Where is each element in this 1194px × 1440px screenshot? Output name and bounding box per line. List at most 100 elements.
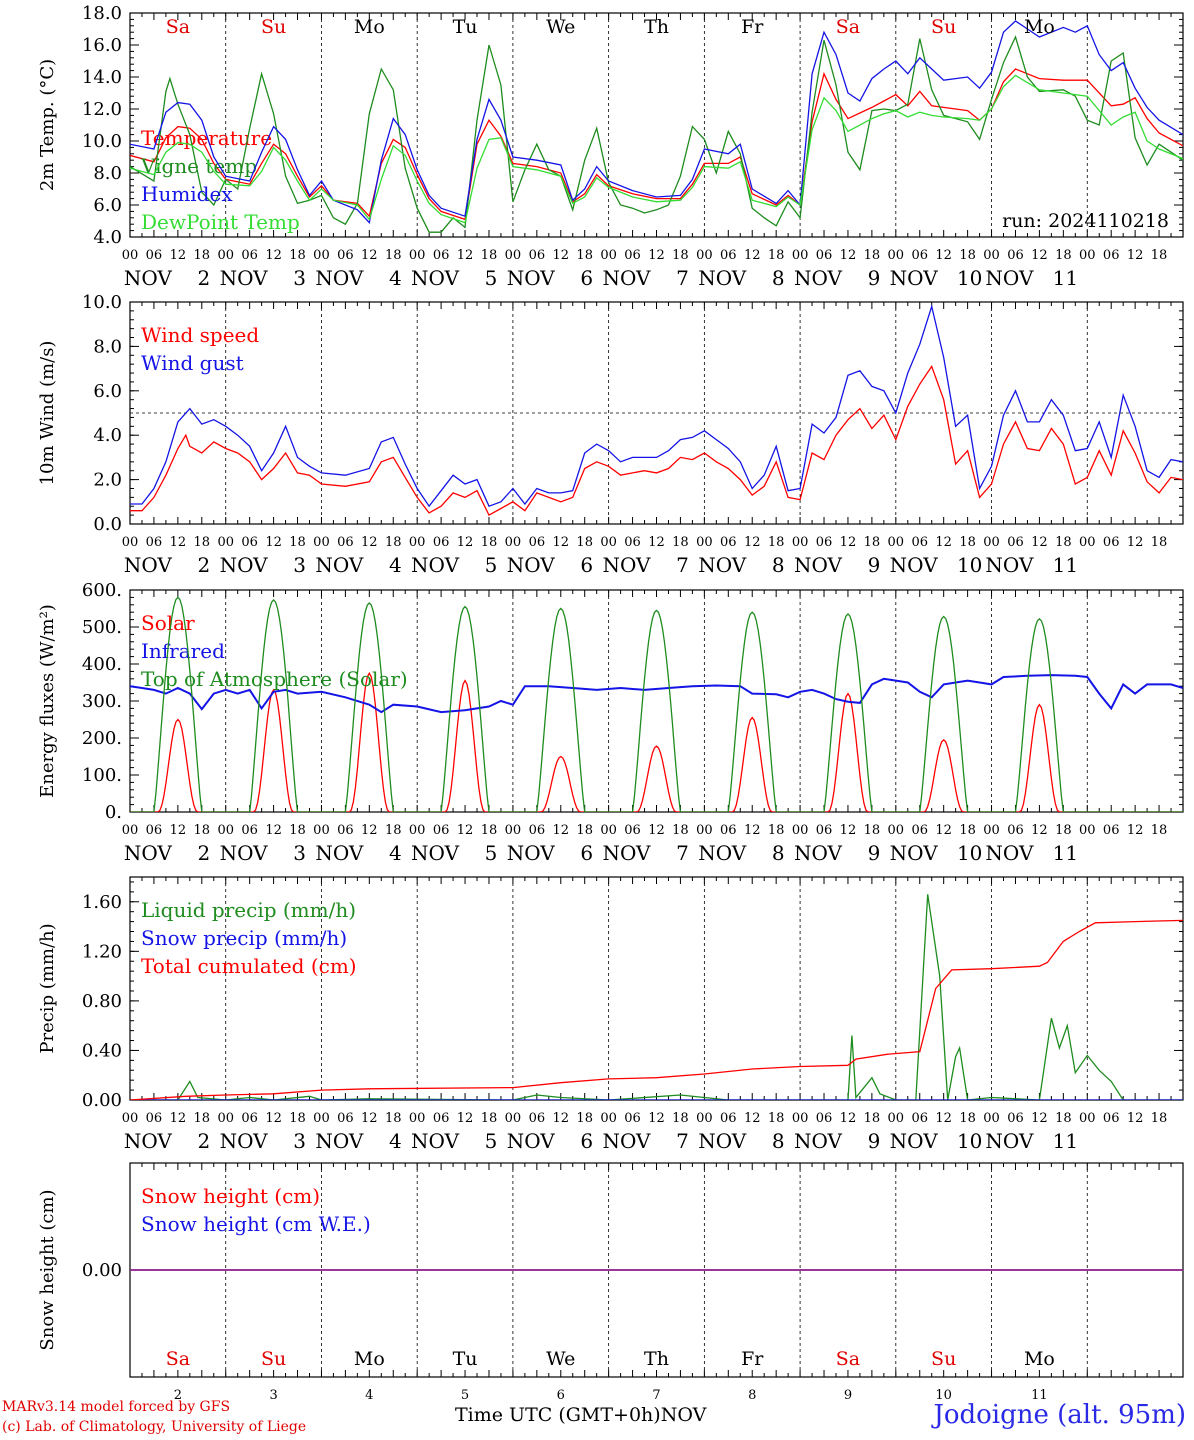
weekday-label-bottom: Mo [1024,1348,1055,1370]
day-date-label: 9 [868,266,881,290]
hour-label: 12 [744,535,761,550]
day-date-label: 5 [485,841,498,865]
day-date-label: 6 [580,841,593,865]
hour-label: 18 [481,823,498,838]
day-month-label: NOV [315,553,364,577]
series-line-top-of-atmosphere-solar [130,596,1183,812]
legend-liquid-precip-mm-h: Liquid precip (mm/h) [141,898,356,922]
hour-label: 12 [1127,535,1144,550]
hour-label: 18 [194,823,211,838]
day-date-label: 9 [868,553,881,577]
hour-label: 06 [433,248,450,263]
hour-label: 12 [935,248,952,263]
weekday-label-top: Tu [453,16,478,38]
day-month-label: NOV [315,1129,364,1153]
day-date-label: 4 [389,266,402,290]
hour-label: 12 [840,1111,857,1126]
weekday-label-top: Th [644,16,669,38]
hour-label: 18 [959,248,976,263]
day-number-label: 2 [174,1388,182,1403]
hour-label: 00 [1079,248,1096,263]
day-month-label: NOV [890,553,939,577]
hour-label: 00 [888,535,905,550]
hour-label: 06 [241,535,258,550]
day-month-label: NOV [794,266,843,290]
hour-label: 06 [1007,823,1024,838]
time-axis-month: NOV [660,1404,707,1426]
hour-label: 18 [481,535,498,550]
day-month-label: NOV [985,553,1034,577]
hour-label: 00 [217,823,234,838]
day-date-label: 6 [580,266,593,290]
hour-label: 06 [337,1111,354,1126]
hour-label: 12 [935,823,952,838]
day-date-label: 7 [676,266,689,290]
day-month-label: NOV [220,1129,269,1153]
hour-label: 12 [170,535,187,550]
legend-dewpoint-temp: DewPoint Temp [141,210,300,234]
hour-label: 00 [600,1111,617,1126]
hour-label: 12 [170,248,187,263]
hour-label: 18 [194,535,211,550]
hour-label: 18 [1151,823,1168,838]
hour-label: 00 [888,248,905,263]
hour-label: 12 [265,1111,282,1126]
day-month-label: NOV [507,841,556,865]
day-month-label: NOV [507,266,556,290]
day-month-label: NOV [507,553,556,577]
hour-label: 00 [792,823,809,838]
y-axis-title-temperature: 2m Temp. (°C) [37,59,58,191]
hour-label: 06 [433,823,450,838]
day-number-label: 7 [652,1388,660,1403]
y-tick-label: 6.0 [93,381,122,402]
y-tick-label: 4.0 [93,425,122,446]
hour-label: 12 [1127,248,1144,263]
weekday-label-top: Mo [1024,16,1055,38]
hour-label: 12 [361,535,378,550]
hour-label: 12 [457,823,474,838]
hour-label: 18 [864,1111,881,1126]
hour-label: 00 [217,248,234,263]
hour-label: 06 [1007,1111,1024,1126]
weekday-label-bottom: Su [931,1348,956,1370]
day-date-label: 5 [485,1129,498,1153]
day-date-label: 8 [772,266,785,290]
hour-label: 18 [1151,248,1168,263]
hour-label: 18 [768,823,785,838]
day-date-label: 8 [772,553,785,577]
hour-label: 00 [792,248,809,263]
day-date-label: 10 [957,1129,982,1153]
hour-label: 12 [648,823,665,838]
hour-label: 00 [600,535,617,550]
y-tick-label: 0.80 [82,991,122,1012]
hour-label: 06 [1103,535,1120,550]
hour-label: 12 [552,823,569,838]
series-line-vigne-temp [130,35,1183,233]
day-month-label: NOV [698,841,747,865]
y-tick-label: 8.0 [93,336,122,357]
legend-total-cumulated-cm: Total cumulated (cm) [141,954,357,978]
hour-label: 06 [816,823,833,838]
day-number-label: 4 [365,1388,373,1403]
hour-label: 06 [529,248,546,263]
day-date-label: 7 [676,841,689,865]
day-date-label: 4 [389,1129,402,1153]
hour-label: 12 [648,535,665,550]
hour-label: 12 [1031,535,1048,550]
hour-label: 06 [529,823,546,838]
day-date-label: 8 [772,1129,785,1153]
hour-label: 00 [983,1111,1000,1126]
hour-label: 00 [505,1111,522,1126]
day-month-label: NOV [220,266,269,290]
y-tick-label: 500. [82,617,122,638]
hour-label: 18 [194,1111,211,1126]
hour-label: 06 [337,823,354,838]
y-tick-label: 400. [82,654,122,675]
hour-label: 00 [1079,535,1096,550]
day-month-label: NOV [411,266,460,290]
y-tick-label: 8.0 [93,163,122,184]
day-number-label: 9 [844,1388,852,1403]
series-line-dewpoint-temp [130,74,1183,224]
hour-label: 00 [409,248,426,263]
